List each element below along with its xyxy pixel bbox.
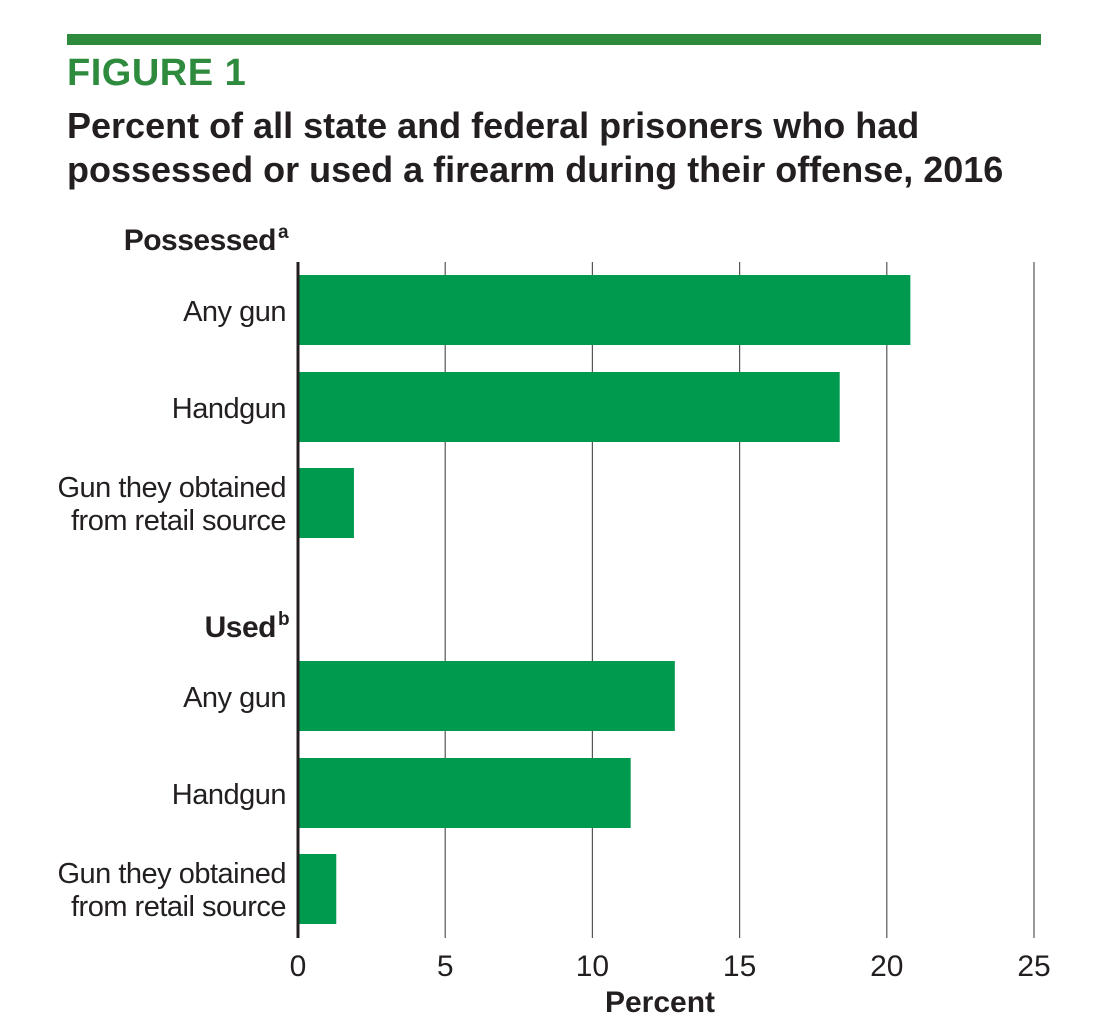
top-rule: [67, 34, 1041, 45]
group-header-superscript: b: [278, 609, 290, 630]
chart-title: Percent of all state and federal prisone…: [67, 104, 1067, 192]
category-label: Handgun: [172, 393, 286, 425]
chart-title-line-1: Percent of all state and federal prisone…: [67, 105, 920, 146]
x-tick-label: 15: [723, 950, 756, 983]
group-header-possessed: Possessed: [124, 224, 276, 257]
x-tick-label: 25: [1017, 950, 1050, 983]
chart-title-line-2: possessed or used a firearm during their…: [67, 149, 1004, 190]
x-tick-label: 0: [290, 950, 307, 983]
bar-possessed-1: [298, 275, 911, 345]
bar-possessed-3: [298, 468, 354, 538]
bar-used-3: [298, 854, 337, 924]
bar-used-2: [298, 758, 631, 828]
category-label: from retail source: [71, 891, 286, 923]
category-label: Gun they obtained: [57, 858, 286, 890]
figure-label: FIGURE 1: [67, 52, 247, 94]
category-label: Handgun: [172, 779, 286, 811]
category-label: Any gun: [183, 296, 286, 328]
x-tick-label: 10: [576, 950, 609, 983]
category-label: from retail source: [71, 505, 286, 537]
x-axis-label: Percent: [605, 986, 715, 1019]
x-tick-label: 5: [437, 950, 454, 983]
group-header-superscript: a: [278, 222, 289, 243]
group-header-used: Used: [205, 611, 276, 644]
bar-used-1: [298, 661, 675, 731]
x-tick-label: 20: [870, 950, 903, 983]
category-label: Any gun: [183, 682, 286, 714]
category-label: Gun they obtained: [57, 472, 286, 504]
bar-possessed-2: [298, 372, 840, 442]
